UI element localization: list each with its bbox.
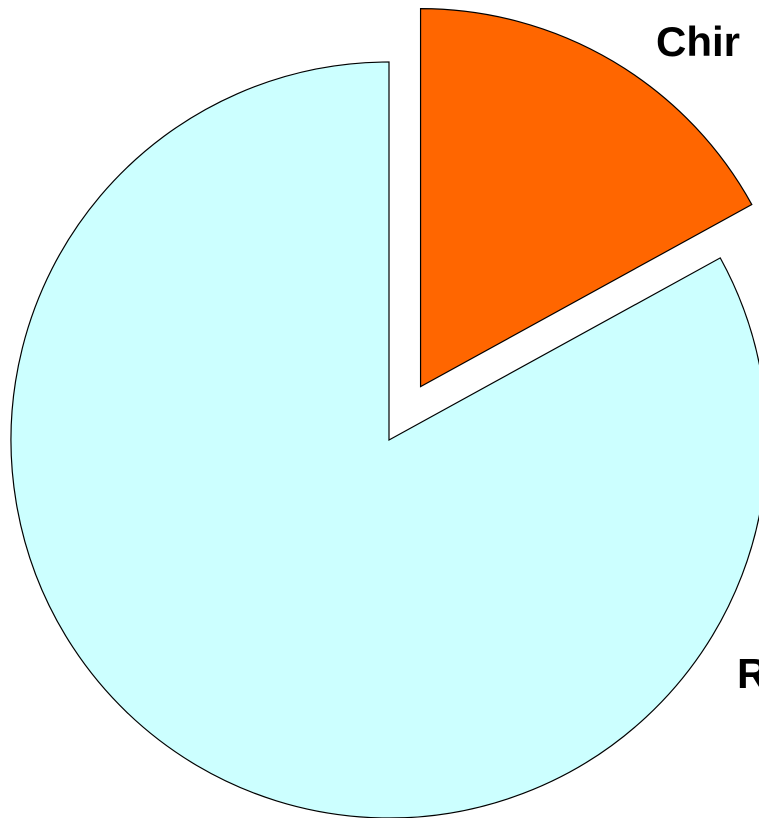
slice-label-r: R bbox=[737, 650, 759, 697]
labels-layer: Chir R bbox=[656, 18, 759, 697]
pie-slice-r bbox=[10, 61, 759, 818]
slice-label-chir: Chir bbox=[656, 18, 740, 65]
slices-layer bbox=[10, 8, 759, 818]
pie-slice-chir bbox=[419, 8, 753, 388]
